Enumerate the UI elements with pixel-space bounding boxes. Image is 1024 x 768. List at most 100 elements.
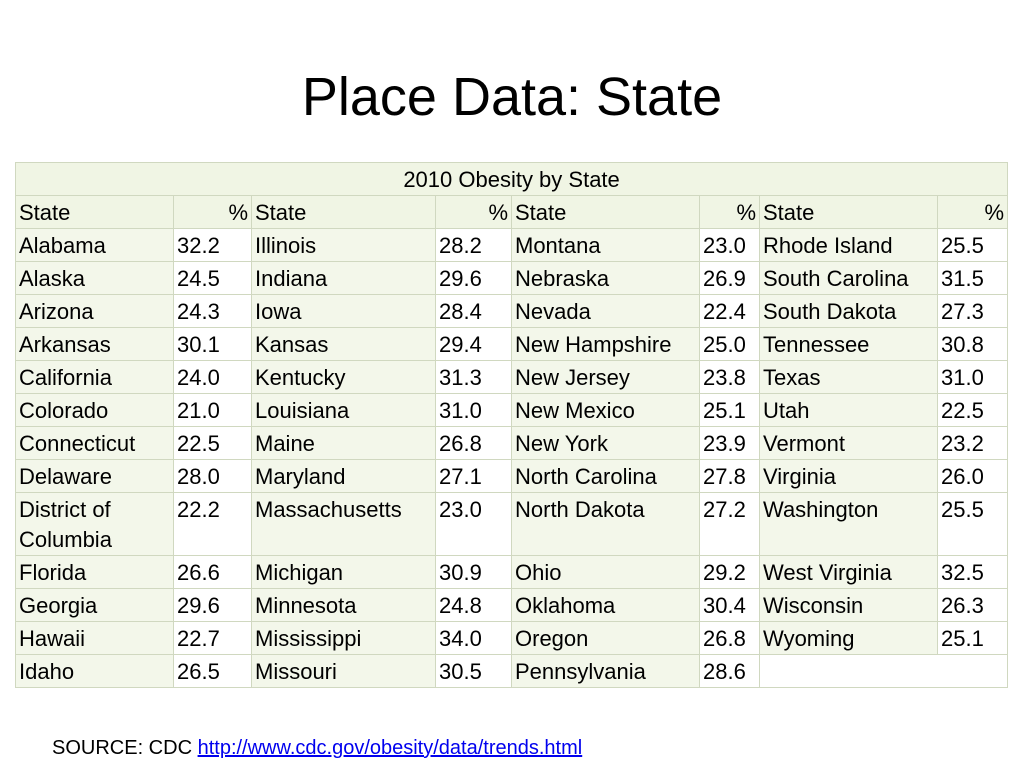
state-cell: Tennessee — [759, 327, 938, 361]
state-cell: District of Columbia — [15, 492, 174, 556]
percent-cell: 26.3 — [936, 588, 1009, 622]
state-cell: North Carolina — [511, 459, 700, 493]
percent-cell: 25.0 — [699, 327, 760, 361]
percent-cell: 28.0 — [173, 459, 252, 493]
percent-cell: 27.8 — [699, 459, 760, 493]
percent-cell: 31.5 — [936, 261, 1009, 295]
state-cell: Montana — [511, 228, 700, 262]
table-row: Florida 26.6 Michigan 30.9 Ohio 29.2 West Virg… — [15, 555, 1009, 589]
state-cell: Alaska — [15, 261, 174, 295]
state-cell: California — [15, 360, 174, 394]
state-cell: Florida — [15, 555, 174, 589]
percent-cell: 25.1 — [936, 621, 1009, 655]
state-cell: Delaware — [15, 459, 174, 493]
state-cell: New Mexico — [511, 393, 700, 427]
table-row: Connecticut 22.5 Maine 26.8 New York 23.9 Verm… — [15, 426, 1009, 460]
state-cell: Texas — [759, 360, 938, 394]
state-cell: Maryland — [251, 459, 436, 493]
percent-cell: 32.2 — [173, 228, 252, 262]
percent-cell: 31.0 — [936, 360, 1009, 394]
table-row: California 24.0 Kentucky 31.3 New Jersey 23.8… — [15, 360, 1009, 394]
percent-cell: 25.1 — [699, 393, 760, 427]
state-cell: Alabama — [15, 228, 174, 262]
header-row: State% State% State% State% — [15, 195, 1009, 229]
state-cell: Massachusetts — [251, 492, 436, 556]
percent-cell: 28.2 — [435, 228, 512, 262]
column-header: % — [173, 195, 252, 229]
column-header: State — [759, 195, 938, 229]
column-header: State — [15, 195, 174, 229]
column-header: % — [699, 195, 760, 229]
percent-cell: 30.5 — [435, 654, 512, 688]
percent-cell: 31.0 — [435, 393, 512, 427]
state-cell: Rhode Island — [759, 228, 938, 262]
percent-cell: 22.4 — [699, 294, 760, 328]
percent-cell: 23.9 — [699, 426, 760, 460]
percent-cell: 26.0 — [936, 459, 1009, 493]
source-label: SOURCE: CDC — [52, 737, 193, 759]
percent-cell: 24.3 — [173, 294, 252, 328]
state-cell: Mississippi — [251, 621, 436, 655]
percent-cell: 25.5 — [936, 492, 1009, 556]
state-cell: Missouri — [251, 654, 436, 688]
percent-cell: 27.1 — [435, 459, 512, 493]
percent-cell: 23.2 — [936, 426, 1009, 460]
empty-cell — [758, 654, 1009, 688]
table-row: Idaho 26.5 Missouri 30.5 Pennsylvania 28.6 — [15, 654, 1009, 688]
percent-cell: 22.5 — [936, 393, 1009, 427]
table-row: Colorado 21.0 Louisiana 31.0 New Mexico 25.1 U… — [15, 393, 1009, 427]
state-cell: New York — [511, 426, 700, 460]
percent-cell: 21.0 — [173, 393, 252, 427]
state-cell: Washington — [759, 492, 938, 556]
percent-cell: 27.2 — [699, 492, 760, 556]
state-cell: Wisconsin — [759, 588, 938, 622]
title: Place Data: State — [301, 67, 723, 127]
percent-cell: 29.6 — [435, 261, 512, 295]
percent-cell: 26.8 — [699, 621, 760, 655]
percent-cell: 28.4 — [435, 294, 512, 328]
column-header: % — [936, 195, 1009, 229]
percent-cell: 24.8 — [435, 588, 512, 622]
state-cell: Pennsylvania — [511, 654, 700, 688]
percent-cell: 30.8 — [936, 327, 1009, 361]
state-cell: Minnesota — [251, 588, 436, 622]
percent-cell: 29.4 — [435, 327, 512, 361]
state-cell: Nevada — [511, 294, 700, 328]
state-cell: New Jersey — [511, 360, 700, 394]
state-cell: Colorado — [15, 393, 174, 427]
state-cell: Nebraska — [511, 261, 700, 295]
percent-cell: 31.3 — [435, 360, 512, 394]
state-cell: New Hampshire — [511, 327, 700, 361]
table-row: Arkansas 30.1 Kansas 29.4 New Hampshire 25.0 T… — [15, 327, 1009, 361]
state-cell: Ohio — [511, 555, 700, 589]
source: SOURCE: CDC http://www.cdc.gov/obesity/d… — [52, 735, 582, 761]
source-link[interactable]: http://www.cdc.gov/obesity/data/trends.h… — [197, 737, 583, 759]
percent-cell: 34.0 — [435, 621, 512, 655]
state-cell: Louisiana — [251, 393, 436, 427]
state-cell: Wyoming — [759, 621, 938, 655]
table-row: Arizona 24.3 Iowa 28.4 Nevada 22.4 South Dakot… — [15, 294, 1009, 328]
state-cell: Michigan — [251, 555, 436, 589]
percent-cell: 22.2 — [173, 492, 252, 556]
table-caption: 2010 Obesity by State — [14, 162, 1009, 196]
percent-cell: 28.6 — [699, 654, 760, 688]
state-cell: South Carolina — [759, 261, 938, 295]
percent-cell: 23.8 — [699, 360, 760, 394]
state-cell: Oklahoma — [511, 588, 700, 622]
percent-cell: 23.0 — [699, 228, 760, 262]
state-cell: West Virginia — [759, 555, 938, 589]
percent-cell: 30.4 — [699, 588, 760, 622]
state-cell: Arizona — [15, 294, 174, 328]
percent-cell: 25.5 — [936, 228, 1009, 262]
state-cell: Vermont — [759, 426, 938, 460]
state-cell: Iowa — [251, 294, 436, 328]
percent-cell: 22.7 — [173, 621, 252, 655]
percent-cell: 23.0 — [435, 492, 512, 556]
state-cell: Kansas — [251, 327, 436, 361]
state-cell: Virginia — [759, 459, 938, 493]
table-row: Alabama 32.2 Illinois 28.2 Montana 23.0 Rhode … — [15, 228, 1009, 262]
state-cell: Oregon — [511, 621, 700, 655]
percent-cell: 26.5 — [173, 654, 252, 688]
state-cell: South Dakota — [759, 294, 938, 328]
